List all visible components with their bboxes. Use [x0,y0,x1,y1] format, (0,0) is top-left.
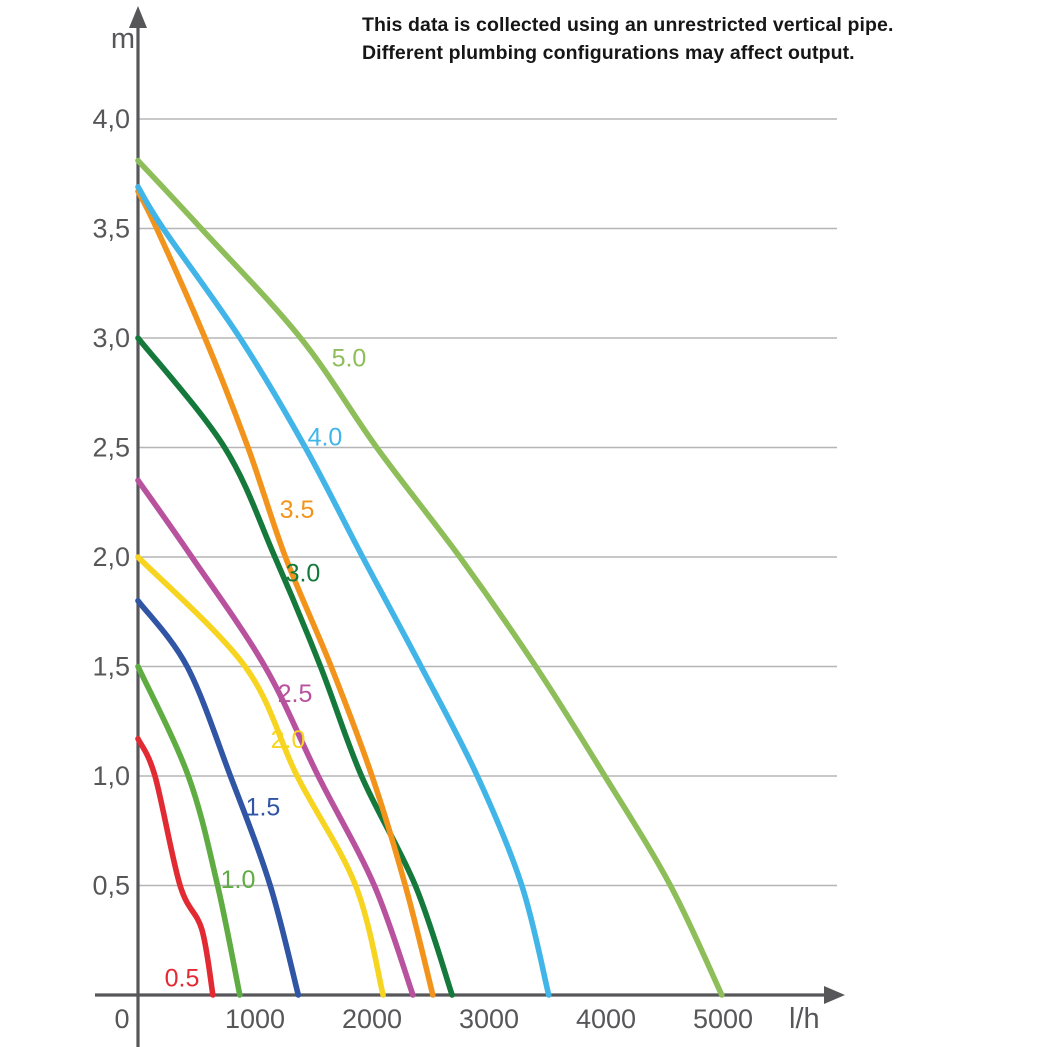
curve-label-1.5: 1.5 [246,794,281,822]
curve-label-3.5: 3.5 [280,496,315,524]
y-tick-label: 3,0 [92,323,130,353]
curve-label-2.0: 2.0 [271,726,306,754]
annotation-line-1: This data is collected using an unrestri… [362,14,894,36]
chart-annotation: This data is collected using an unrestri… [362,12,894,67]
curve-label-2.5: 2.5 [278,680,313,708]
curve-label-3.0: 3.0 [286,559,321,587]
y-axis-arrow-icon [129,6,147,28]
curve-3.0 [135,335,455,998]
curve-1.0 [135,663,243,998]
curve-5.0 [135,157,725,998]
x-tick-label: 1000 [225,1004,285,1034]
x-tick-label: 2000 [342,1004,402,1034]
curve-label-5.0: 5.0 [332,345,367,373]
y-tick-label: 4,0 [92,104,130,134]
y-tick-label: 3,5 [92,214,130,244]
y-tick-label: 2,0 [92,542,130,572]
origin-label: 0 [114,1004,129,1034]
curve-4.0 [135,184,552,998]
x-axis-arrow-icon [824,986,845,1004]
curve-3.5 [135,188,436,998]
curve-label-1.0: 1.0 [221,866,256,894]
curve-2.5 [135,477,416,998]
curve-2.0 [135,554,386,998]
y-tick-label: 1,0 [92,761,130,791]
x-tick-label: 4000 [576,1004,636,1034]
y-axis-unit-label: m [111,23,135,55]
x-tick-label: 3000 [459,1004,519,1034]
y-tick-label: 2,5 [92,433,130,463]
x-axis-unit-label: l/h [789,1003,820,1035]
curve-label-4.0: 4.0 [308,424,343,452]
x-tick-label: 5000 [693,1004,753,1034]
annotation-line-2: Different plumbing configurations may af… [362,41,855,64]
y-tick-label: 0,5 [92,871,130,901]
curve-0.5 [135,735,216,998]
y-tick-label: 1,5 [92,652,130,682]
curve-label-0.5: 0.5 [165,964,200,992]
curve-1.5 [135,598,302,998]
